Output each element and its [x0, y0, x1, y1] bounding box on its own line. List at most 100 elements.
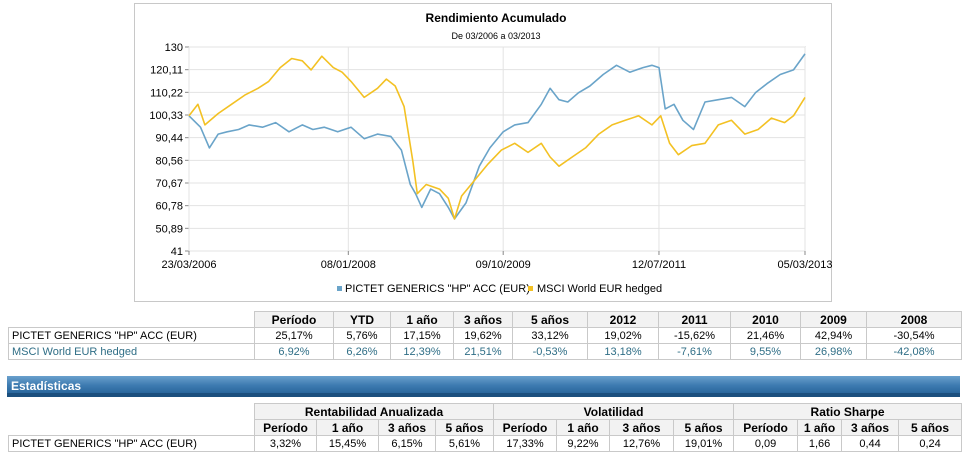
table-cell: 5,76% — [333, 327, 391, 344]
x-tick-label: 05/03/2013 — [777, 259, 832, 271]
y-tick-label: 110,22 — [150, 87, 183, 99]
table-cell: 19,62% — [453, 327, 513, 344]
header-3-anos: 3 años — [453, 311, 513, 328]
table-cell: -15,62% — [658, 327, 731, 344]
table-cell: -30,54% — [866, 327, 962, 344]
y-tick-label: 60,78 — [155, 201, 183, 213]
fund-name-cell: PICTET GENERICS "HP" ACC (EUR) — [8, 327, 255, 344]
table-cell: 9,22% — [556, 435, 610, 452]
table-cell: 6,26% — [333, 343, 391, 360]
table-cell: 0,44 — [841, 435, 900, 452]
line-chart: Rendimiento Acumulado De 03/2006 a 03/20… — [149, 11, 832, 295]
chart-legend: PICTET GENERICS "HP" ACC (EUR) MSCI Worl… — [337, 283, 662, 295]
statistics-subheader-row: Período 1 año 3 años 5 años Período 1 añ… — [9, 419, 963, 436]
table-cell: 19,02% — [587, 327, 659, 344]
table-cell: 12,76% — [609, 435, 674, 452]
header-rentabilidad-anualizada: Rentabilidad Anualizada — [254, 403, 494, 420]
subheader-1-ano: 1 año — [797, 419, 843, 436]
table-row: PICTET GENERICS "HP" ACC (EUR) 3,32% 15,… — [8, 435, 963, 452]
header-ratio-sharpe: Ratio Sharpe — [733, 403, 963, 420]
y-tick-label: 70,67 — [155, 178, 183, 190]
table-row: MSCI World EUR hedged 6,92% 6,26% 12,39%… — [8, 343, 962, 360]
x-tick-label: 12/07/2011 — [632, 259, 686, 271]
header-volatilidad: Volatilidad — [492, 403, 735, 420]
table-cell: 33,12% — [512, 327, 588, 344]
y-tick-label: 50,89 — [155, 223, 183, 235]
table-cell: 13,18% — [587, 343, 659, 360]
table-cell: 17,15% — [390, 327, 454, 344]
header-1-ano: 1 año — [390, 311, 454, 328]
table-cell: 26,98% — [800, 343, 867, 360]
table-cell: 12,39% — [390, 343, 454, 360]
table-cell: 21,51% — [453, 343, 513, 360]
table-cell: 42,94% — [800, 327, 867, 344]
table-cell: -0,53% — [512, 343, 588, 360]
table-cell: 1,66 — [797, 435, 843, 452]
statistics-title: Estadísticas — [11, 379, 82, 393]
chart-title: Rendimiento Acumulado — [426, 11, 567, 25]
subheader-5-anos: 5 años — [435, 419, 494, 436]
performance-header-row: Período YTD 1 año 3 años 5 años 2012 201… — [8, 311, 962, 328]
table-cell: 0,09 — [733, 435, 799, 452]
subheader-periodo: Período — [254, 419, 317, 436]
y-tick-label: 130 — [165, 42, 183, 54]
table-cell: 6,15% — [378, 435, 436, 452]
header-2011: 2011 — [658, 311, 731, 328]
header-blank — [8, 403, 255, 436]
statistics-group-row: Rentabilidad Anualizada Volatilidad Rati… — [8, 403, 963, 436]
table-cell: -7,61% — [658, 343, 731, 360]
legend-label-msci: MSCI World EUR hedged — [537, 283, 662, 295]
table-row: PICTET GENERICS "HP" ACC (EUR) 25,17% 5,… — [8, 327, 962, 344]
header-5-anos: 5 años — [512, 311, 588, 328]
table-cell: 17,33% — [493, 435, 557, 452]
header-blank — [8, 311, 255, 328]
x-tick-label: 23/03/2006 — [161, 259, 216, 271]
table-cell: -42,08% — [866, 343, 962, 360]
y-tick-label: 41 — [171, 246, 183, 258]
table-cell: 9,55% — [730, 343, 801, 360]
header-2010: 2010 — [730, 311, 801, 328]
table-cell: 0,24 — [898, 435, 963, 452]
header-ytd: YTD — [333, 311, 391, 328]
table-cell: 3,32% — [254, 435, 317, 452]
benchmark-name-cell: MSCI World EUR hedged — [8, 343, 255, 360]
subheader-3-anos: 3 años — [609, 419, 674, 436]
x-tick-label: 09/10/2009 — [476, 259, 531, 271]
subheader-1-ano: 1 año — [556, 419, 610, 436]
table-cell: 6,92% — [254, 343, 334, 360]
table-cell: 19,01% — [672, 435, 735, 452]
table-cell: 15,45% — [316, 435, 379, 452]
table-cell: 21,46% — [730, 327, 801, 344]
series-line-pictet — [188, 53, 806, 220]
series-line-msci — [188, 55, 806, 220]
subheader-5-anos: 5 años — [898, 419, 963, 436]
header-2012: 2012 — [587, 311, 659, 328]
x-tick-label: 08/01/2008 — [321, 259, 376, 271]
subheader-5-anos: 5 años — [672, 419, 735, 436]
statistics-section-header: Estadísticas — [7, 376, 960, 397]
subheader-periodo: Período — [493, 419, 557, 436]
chart-subtitle: De 03/2006 a 03/2013 — [451, 31, 540, 41]
statistics-table: Rentabilidad Anualizada Volatilidad Rati… — [8, 403, 963, 452]
header-2009: 2009 — [800, 311, 867, 328]
subheader-3-anos: 3 años — [841, 419, 900, 436]
legend-swatch-pictet — [337, 286, 342, 291]
subheader-3-anos: 3 años — [378, 419, 436, 436]
y-tick-label: 120,11 — [150, 65, 183, 77]
chart-panel: Rendimiento Acumulado De 03/2006 a 03/20… — [134, 3, 833, 302]
header-periodo: Período — [254, 311, 334, 328]
subheader-1-ano: 1 año — [316, 419, 379, 436]
fund-name-cell: PICTET GENERICS "HP" ACC (EUR) — [8, 435, 255, 452]
table-cell: 25,17% — [254, 327, 334, 344]
legend-swatch-msci — [528, 286, 533, 291]
section-header-strip — [7, 393, 960, 397]
performance-table: Período YTD 1 año 3 años 5 años 2012 201… — [8, 311, 962, 360]
plot-area — [188, 46, 806, 252]
subheader-periodo: Período — [733, 419, 799, 436]
table-cell: 5,61% — [435, 435, 494, 452]
y-tick-label: 100,33 — [149, 110, 183, 122]
y-tick-label: 80,56 — [155, 155, 183, 167]
y-tick-label: 90,44 — [155, 133, 183, 145]
header-2008: 2008 — [866, 311, 962, 328]
legend-label-pictet: PICTET GENERICS "HP" ACC (EUR) — [345, 283, 530, 295]
